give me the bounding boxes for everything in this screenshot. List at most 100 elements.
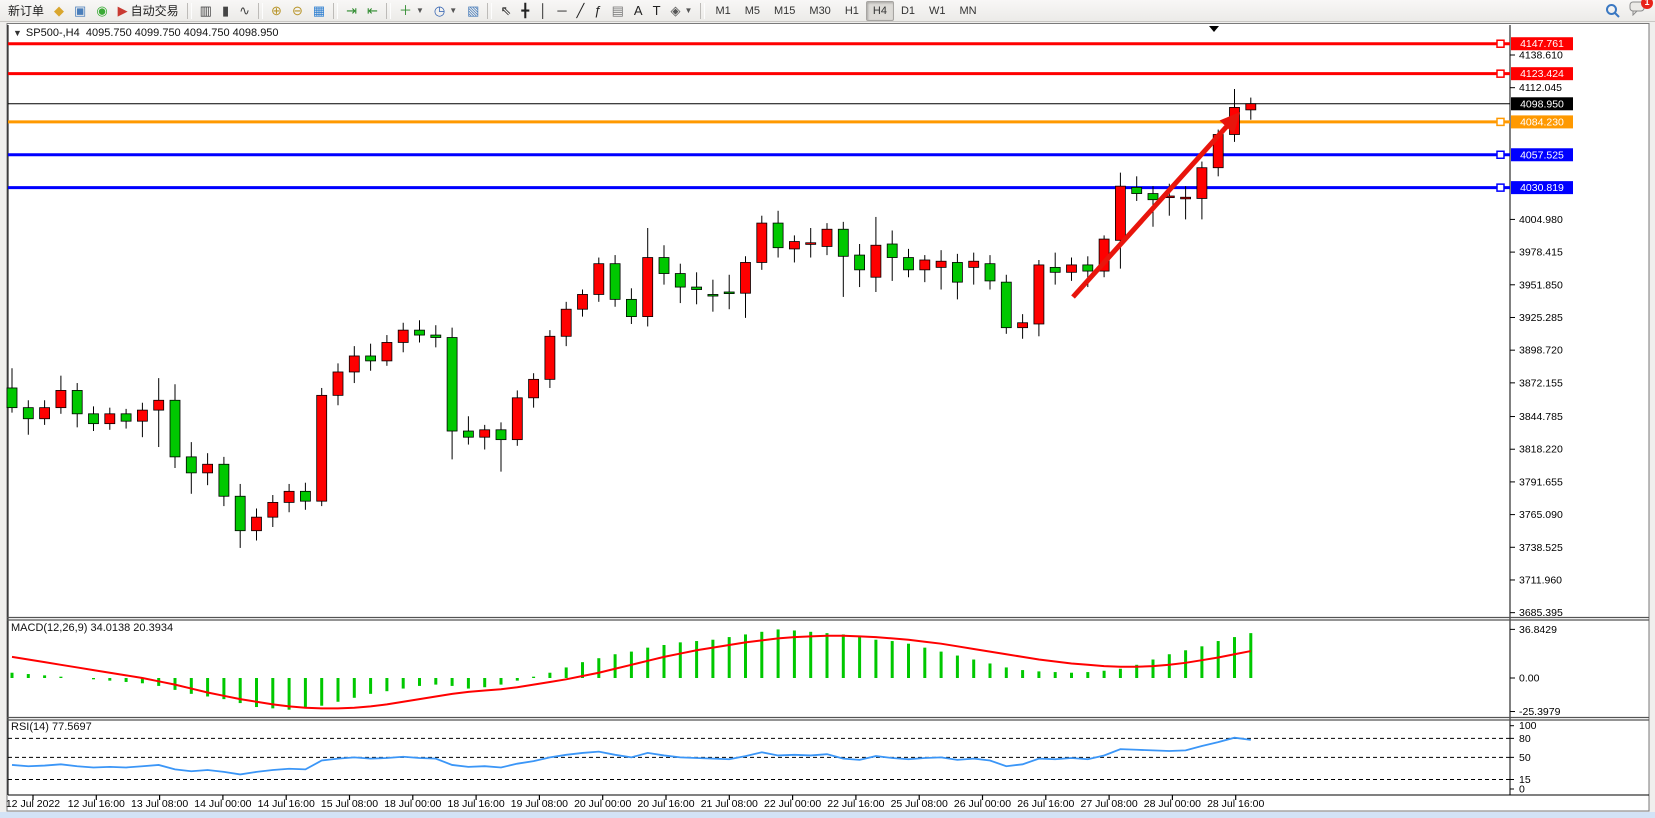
svg-text:4098.950: 4098.950 [1520, 98, 1564, 110]
timeframe-d1[interactable]: D1 [894, 1, 922, 21]
text-icon[interactable]: A [629, 1, 648, 21]
chart-symbol-period: SP500-,H4 [25, 27, 80, 39]
price-axis[interactable]: 4138.610 4112.045 4004.980 3978.415 3951.850… [1510, 37, 1573, 619]
rsi-panel[interactable] [8, 736, 1510, 781]
chevron-down-icon[interactable]: ▼ [684, 6, 693, 15]
cursor-icon[interactable]: ⇖ [495, 1, 516, 21]
chart-title-dropdown-icon[interactable]: ▼ [13, 28, 22, 38]
svg-text:80: 80 [1519, 733, 1531, 745]
macd-panel[interactable] [10, 629, 1253, 710]
timeframe-d1-label: D1 [900, 4, 915, 17]
svg-text:4112.045: 4112.045 [1519, 82, 1562, 94]
tile-windows-icon[interactable]: ▦ [308, 1, 330, 21]
timeframe-m30[interactable]: M30 [802, 1, 837, 21]
shapes-icon: ◈ [670, 3, 681, 18]
trend-arrow[interactable] [1071, 112, 1240, 299]
svg-text:3925.285: 3925.285 [1519, 312, 1563, 324]
svg-text:28 Jul 16:00: 28 Jul 16:00 [1207, 798, 1264, 810]
zoom-in-icon[interactable]: ⊕ [266, 1, 287, 21]
fibo-grid-icon: ▤ [611, 3, 624, 18]
timeframe-m15-label: M15 [774, 4, 796, 17]
timeframe-m5-label: M5 [744, 4, 760, 17]
chart-shift-icon[interactable]: ⇤ [362, 1, 383, 21]
toolbar-group: ＋ ▼ ◷ ▼ ▧ [394, 0, 485, 22]
toolbar-group: ▥ ▮ ∿ [195, 0, 255, 22]
timeframe-m15[interactable]: M15 [767, 1, 802, 21]
timeframe-m1[interactable]: M1 [708, 1, 737, 21]
bar-chart-icon[interactable]: ▥ [195, 1, 217, 21]
chart-window-icon: ▧ [467, 3, 480, 18]
svg-text:18 Jul 00:00: 18 Jul 00:00 [384, 798, 441, 810]
chart-window-icon[interactable]: ▧ [462, 1, 484, 21]
svg-text:4004.980: 4004.980 [1519, 214, 1563, 226]
toolbar-separator [487, 2, 493, 19]
timeframe-w1[interactable]: W1 [922, 1, 953, 21]
chart-ohlc-values: 4095.750 4099.750 4094.750 4098.950 [85, 27, 279, 39]
macd-axis[interactable]: 36.8429 0.00 -25.3979 [1510, 624, 1561, 718]
line-chart-icon[interactable]: ∿ [234, 1, 255, 21]
price-level-lines[interactable] [8, 39, 1510, 192]
text-icon: A [633, 3, 643, 18]
toolbar-separator [333, 2, 339, 19]
svg-text:22 Jul 00:00: 22 Jul 00:00 [764, 798, 821, 810]
svg-text:20 Jul 00:00: 20 Jul 00:00 [574, 798, 631, 810]
auto-scroll-icon[interactable]: ⇥ [341, 1, 362, 21]
fibonacci-icon: ƒ [594, 3, 602, 18]
vertical-line-icon: │ [539, 3, 548, 18]
search-icon[interactable] [1605, 3, 1621, 19]
vertical-line-icon[interactable]: │ [534, 1, 552, 21]
autotrading-button-label: 自动交易 [130, 4, 179, 18]
shapes-icon[interactable]: ◈ ▼ [666, 1, 698, 21]
crosshair-icon[interactable]: ╋ [516, 1, 534, 21]
timeframe-h4[interactable]: H4 [865, 0, 894, 21]
timeframe-mn[interactable]: MN [953, 1, 984, 21]
quotes-icon[interactable]: ◆ [49, 1, 69, 21]
autotrading-icon: ▶ [117, 3, 128, 18]
timeframe-clock-button[interactable]: ◷ ▼ [429, 1, 462, 21]
svg-text:22 Jul 16:00: 22 Jul 16:00 [827, 798, 884, 810]
macd-values: 34.0138 20.3934 [90, 622, 174, 634]
bar-chart-icon: ▥ [199, 3, 212, 18]
time-axis[interactable]: 12 Jul 2022 12 Jul 16:00 13 Jul 08:00 14 Ju… [6, 795, 1265, 810]
fibo-grid-icon[interactable]: ▤ [607, 1, 629, 21]
account-icon: ▣ [74, 3, 87, 18]
svg-text:3872.155: 3872.155 [1519, 377, 1563, 389]
toolbar-group: M1 M5 M15 M30 H1 H4 D1 W1 MN [708, 0, 983, 22]
chart-title: ▼ SP500-,H4 4095.750 4099.750 4094.750 40… [13, 27, 279, 39]
autotrading-button[interactable]: ▶ 自动交易 [113, 1, 184, 21]
candles-layer[interactable] [6, 88, 1257, 548]
new-order-button[interactable]: 新订单 [3, 1, 49, 21]
chevron-down-icon[interactable]: ▼ [415, 6, 424, 15]
line-chart-icon: ∿ [239, 3, 251, 18]
signal-icon[interactable]: ◉ [91, 1, 112, 21]
horizontal-line-icon: ─ [557, 3, 567, 18]
timeframe-m5[interactable]: M5 [738, 1, 767, 21]
chat-button[interactable]: 1 [1629, 0, 1653, 21]
new-chart-button[interactable]: ＋ ▼ [394, 1, 429, 21]
toolbar-group: ⇥ ⇤ [341, 0, 383, 22]
zoom-in-icon: ⊕ [271, 3, 282, 18]
svg-text:15: 15 [1519, 774, 1531, 786]
svg-text:27 Jul 08:00: 27 Jul 08:00 [1080, 798, 1137, 810]
rsi-indicator-label: RSI(14) 77.5697 [11, 721, 92, 733]
account-icon[interactable]: ▣ [69, 1, 91, 21]
svg-text:3711.960: 3711.960 [1519, 574, 1562, 586]
trendline-icon[interactable]: ╱ [572, 1, 590, 21]
timeframe-h1[interactable]: H1 [838, 1, 866, 21]
window-bottom-edge [0, 812, 1655, 818]
horizontal-line-icon[interactable]: ─ [552, 1, 571, 21]
zoom-out-icon: ⊖ [291, 3, 303, 18]
svg-text:3738.525: 3738.525 [1519, 542, 1563, 554]
chevron-down-icon[interactable]: ▼ [449, 6, 458, 15]
candlestick-icon[interactable]: ▮ [217, 1, 234, 21]
timeframe-mn-label: MN [959, 4, 977, 17]
svg-text:0: 0 [1519, 784, 1525, 796]
text-label-icon[interactable]: T [648, 1, 666, 21]
zoom-out-icon[interactable]: ⊖ [287, 1, 308, 21]
chat-badge: 1 [1641, 0, 1653, 9]
svg-text:14 Jul 00:00: 14 Jul 00:00 [194, 798, 251, 810]
fibonacci-icon[interactable]: ƒ [589, 1, 606, 21]
